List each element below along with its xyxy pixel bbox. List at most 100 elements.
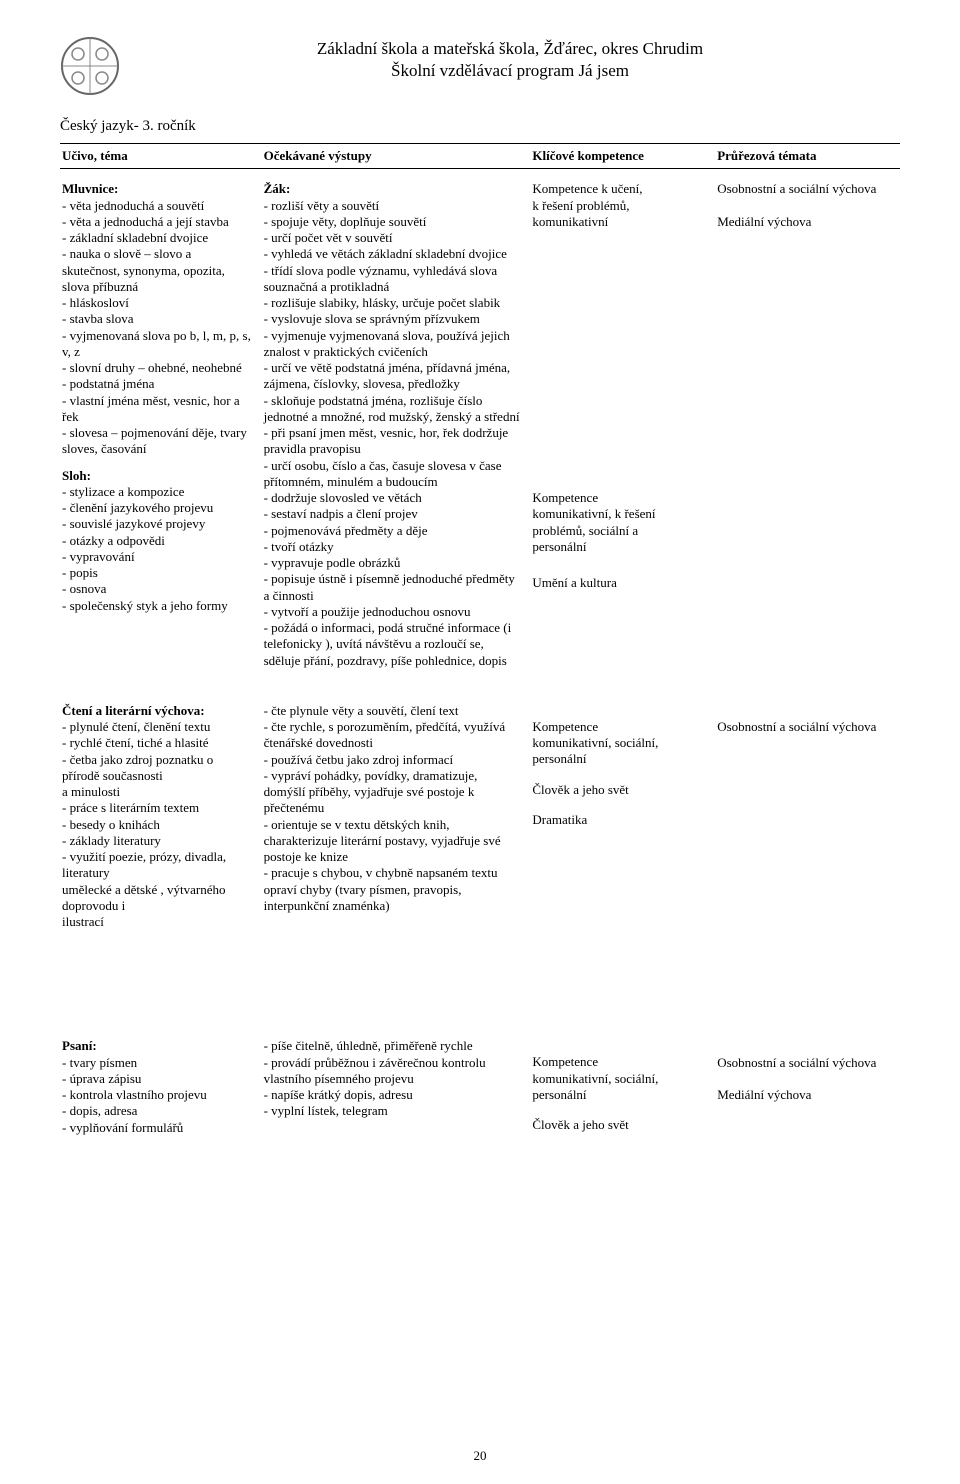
logo-icon — [60, 36, 120, 96]
cell-outputs: Žák:- rozliší věty a souvětí- spojuje vě… — [262, 169, 531, 691]
comp-spacer — [532, 1038, 705, 1054]
page-number: 20 — [0, 1448, 960, 1464]
topic-line: - vlastní jména měst, vesnic, hor a řek — [62, 393, 252, 426]
cross-line: Osobnostní a sociální výchova — [717, 1055, 890, 1071]
cell-topic: Psaní:- tvary písmen- úprava zápisu- kon… — [60, 1026, 262, 1158]
header-title-block: Základní škola a mateřská škola, Žďárec,… — [120, 38, 900, 82]
topic-line: - vypravování — [62, 549, 252, 565]
competency-group: Dramatika — [532, 812, 705, 828]
output-line: - pracuje s chybou, v chybně napsaném te… — [264, 865, 521, 914]
output-section: - čte plynule věty a souvětí, člení text… — [264, 703, 521, 914]
cell-topic: Čtení a literární výchova:- plynulé čten… — [60, 691, 262, 953]
topic-line: - osnova — [62, 581, 252, 597]
topic-line: - úprava zápisu — [62, 1071, 252, 1087]
topic-line: - základní skladební dvojice — [62, 230, 252, 246]
topic-line: - popis — [62, 565, 252, 581]
topic-section: Čtení a literární výchova:- plynulé čten… — [62, 703, 252, 931]
output-line: - pojmenovává předměty a děje — [264, 523, 521, 539]
cross-line: Osobnostní a sociální výchova — [717, 181, 890, 197]
output-line: - požádá o informaci, podá stručné infor… — [264, 620, 521, 669]
output-line: - vyjmenuje vyjmenovaná slova, používá j… — [264, 328, 521, 361]
cross-line: Osobnostní a sociální výchova — [717, 719, 890, 735]
output-line: - vypráví pohádky, povídky, dramatizuje,… — [264, 768, 521, 817]
output-line: - rozliší věty a souvětí — [264, 198, 521, 214]
competency-group: Kompetence k učení, k řešení problémů, k… — [532, 181, 705, 230]
col-header-outputs: Očekávané výstupy — [262, 144, 531, 169]
comp-spacer — [532, 230, 705, 490]
cross-line: Mediální výchova — [717, 1087, 890, 1103]
comp-spacer — [532, 768, 705, 782]
topic-section: Mluvnice:- věta jednoduchá a souvětí- vě… — [62, 181, 252, 457]
output-section: Žák:- rozliší věty a souvětí- spojuje vě… — [264, 181, 521, 669]
topic-line: - hláskosloví — [62, 295, 252, 311]
output-line: - popisuje ústně i písemně jednoduché př… — [264, 571, 521, 604]
table-row: Čtení a literární výchova:- plynulé čten… — [60, 691, 900, 953]
comp-spacer — [532, 703, 705, 719]
topic-line: - tvary písmen — [62, 1055, 252, 1071]
comp-spacer — [532, 1103, 705, 1117]
topic-line: - věta jednoduchá a souvětí — [62, 198, 252, 214]
table-row: Psaní:- tvary písmen- úprava zápisu- kon… — [60, 1026, 900, 1158]
output-line: - spojuje věty, doplňuje souvětí — [264, 214, 521, 230]
output-line: - napíše krátký dopis, adresu — [264, 1087, 521, 1103]
cross-line: Mediální výchova — [717, 214, 890, 230]
output-line: - vypravuje podle obrázků — [264, 555, 521, 571]
topic-line: - četba jako zdroj poznatku o přírodě so… — [62, 752, 252, 785]
topic-section: Psaní:- tvary písmen- úprava zápisu- kon… — [62, 1038, 252, 1136]
topic-line: - slovní druhy – ohebné, neohebné — [62, 360, 252, 376]
topic-line: - vyplňování formulářů — [62, 1120, 252, 1136]
cell-topic: Mluvnice:- věta jednoduchá a souvětí- vě… — [60, 169, 262, 691]
table-row: Mluvnice:- věta jednoduchá a souvětí- vě… — [60, 169, 900, 691]
topic-line: - besedy o knihách — [62, 817, 252, 833]
output-line: - vyslovuje slova se správným přízvukem — [264, 311, 521, 327]
output-line: - tvoří otázky — [264, 539, 521, 555]
col-header-cross: Průřezová témata — [715, 144, 900, 169]
subject-heading: Český jazyk- 3. ročník — [60, 118, 900, 135]
topic-line: - věta a jednoduchá a její stavba — [62, 214, 252, 230]
topic-line: - souvislé jazykové projevy — [62, 516, 252, 532]
competency-group: Člověk a jeho svět — [532, 1117, 705, 1133]
topic-line: - stavba slova — [62, 311, 252, 327]
output-line: - dodržuje slovosled ve větách — [264, 490, 521, 506]
topic-line: ilustrací — [62, 914, 252, 930]
row-spacer — [62, 964, 890, 1014]
cross-line — [717, 198, 890, 214]
topic-line: - otázky a odpovědi — [62, 533, 252, 549]
topic-line: - podstatná jména — [62, 376, 252, 392]
output-line: - píše čitelně, úhledně, přiměřeně rychl… — [264, 1038, 521, 1054]
topic-line: - využití poezie, prózy, divadla, litera… — [62, 849, 252, 882]
cell-cross: Osobnostní a sociální výchova Mediální v… — [715, 1026, 900, 1158]
cell-competencies: Kompetence komunikativní, sociální, pers… — [530, 1026, 715, 1158]
output-line: - čte rychle, s porozuměním, předčítá, v… — [264, 719, 521, 752]
output-section: - píše čitelně, úhledně, přiměřeně rychl… — [264, 1038, 521, 1119]
col-header-competencies: Klíčové kompetence — [530, 144, 715, 169]
output-line: - určí ve větě podstatná jména, přídavná… — [264, 360, 521, 393]
cross-line — [717, 1071, 890, 1087]
comp-spacer — [532, 798, 705, 812]
output-line: - vyplní lístek, telegram — [264, 1103, 521, 1119]
topic-line: a minulosti — [62, 784, 252, 800]
topic-line: - kontrola vlastního projevu — [62, 1087, 252, 1103]
output-line: - určí počet vět v souvětí — [264, 230, 521, 246]
topic-line: - vyjmenovaná slova po b, l, m, p, s, v,… — [62, 328, 252, 361]
competency-group: Kompetence komunikativní, k řešení probl… — [532, 490, 705, 555]
output-line: - používá četbu jako zdroj informací — [264, 752, 521, 768]
output-line: - čte plynule věty a souvětí, člení text — [264, 703, 521, 719]
topic-section-title: Sloh: — [62, 468, 252, 484]
output-line: - sestaví nadpis a člení projev — [264, 506, 521, 522]
topic-line: - nauka o slově – slovo a skutečnost, sy… — [62, 246, 252, 295]
topic-line: - rychlé čtení, tiché a hlasité — [62, 735, 252, 751]
comp-spacer — [532, 555, 705, 575]
cell-outputs: - píše čitelně, úhledně, přiměřeně rychl… — [262, 1026, 531, 1158]
competency-group: Kompetence komunikativní, sociální, pers… — [532, 1054, 705, 1103]
topic-section-title: Čtení a literární výchova: — [62, 703, 252, 719]
output-line: - určí osobu, číslo a čas, časuje sloves… — [264, 458, 521, 491]
topic-line: - dopis, adresa — [62, 1103, 252, 1119]
topic-line: - společenský styk a jeho formy — [62, 598, 252, 614]
header-line2: Školní vzdělávací program Já jsem — [120, 60, 900, 82]
curriculum-table: Učivo, téma Očekávané výstupy Klíčové ko… — [60, 143, 900, 1158]
cross-line — [717, 703, 890, 719]
competency-group: Člověk a jeho svět — [532, 782, 705, 798]
cell-competencies: Kompetence komunikativní, sociální, pers… — [530, 691, 715, 953]
topic-line: - plynulé čtení, členění textu — [62, 719, 252, 735]
